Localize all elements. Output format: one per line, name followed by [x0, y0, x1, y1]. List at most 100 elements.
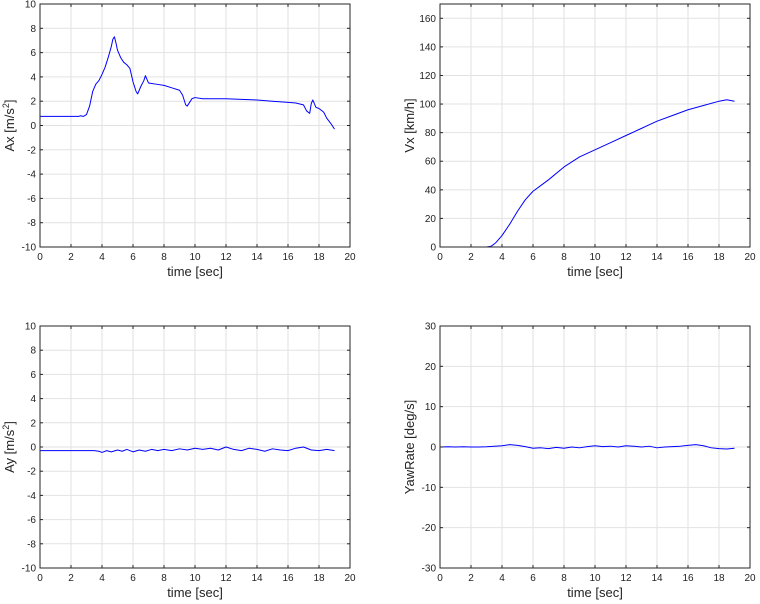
x-tick-label: 10	[589, 252, 601, 263]
y-tick-label: -2	[27, 145, 36, 156]
x-tick-label: 0	[37, 573, 43, 584]
x-tick-label: 10	[589, 573, 601, 584]
y-tick-label: -30	[422, 564, 437, 575]
y-tick-label: 0	[30, 443, 36, 454]
x-tick-label: 8	[161, 573, 167, 584]
x-tick-label: 4	[499, 573, 505, 584]
x-tick-label: 0	[37, 252, 43, 263]
x-tick-label: 6	[530, 573, 536, 584]
x-tick-label: 16	[282, 573, 294, 584]
chart-vx: 0 2 4 6 8 10 12 14 16 18 20 0 20 40 60 80 100 120 140 160 ti…	[402, 3, 756, 279]
x-tick-label: 10	[189, 252, 201, 263]
y-tick-label: 100	[419, 100, 436, 111]
x-tick-label: 10	[189, 573, 201, 584]
y-tick-label: 6	[30, 48, 36, 59]
x-tick-label: 16	[682, 252, 694, 263]
y-tick-label: 10	[425, 402, 437, 413]
y-tick-label: 4	[30, 72, 36, 83]
series-line-YawRate	[439, 444, 735, 450]
y-tick-label: 30	[425, 322, 437, 333]
y-axis-label-main: Vx [km/h]	[402, 98, 417, 152]
x-tick-label: 4	[99, 252, 105, 263]
y-tick-label: -6	[27, 194, 36, 205]
x-tick-label: 6	[130, 252, 136, 263]
x-tick-label: 2	[68, 252, 74, 263]
x-tick-label: 16	[282, 252, 294, 263]
y-tick-label: 20	[425, 214, 437, 225]
chart-ax: 0 2 4 6 8 10 12 14 16 18 20-10-8-6-4-20246810time …	[1, 0, 356, 279]
x-tick-label: 14	[251, 252, 263, 263]
y-tick-label: -20	[422, 523, 437, 534]
y-tick-label: 2	[30, 97, 36, 108]
y-tick-label: 8	[30, 24, 36, 35]
y-tick-label: 10	[25, 0, 37, 11]
x-tick-label: 6	[530, 252, 536, 263]
y-tick-label: -8	[27, 218, 36, 229]
x-tick-label: 2	[468, 252, 474, 263]
y-tick-label: -6	[27, 515, 36, 526]
x-tick-label: 12	[220, 573, 232, 584]
x-tick-label: 8	[561, 252, 567, 263]
y-tick-label: 80	[425, 128, 437, 139]
y-tick-label: 40	[425, 185, 437, 196]
x-tick-label: 6	[130, 573, 136, 584]
y-axis-label-end: ]	[2, 100, 17, 104]
x-axis-label: time [sec]	[567, 264, 623, 279]
x-axis-label: time [sec]	[167, 585, 223, 600]
y-tick-label: 2	[30, 418, 36, 429]
y-axis-label-superscript: 2	[1, 103, 11, 108]
y-tick-label: 0	[30, 121, 36, 132]
y-tick-label: 160	[419, 14, 436, 25]
y-tick-label: 120	[419, 71, 436, 82]
y-tick-label: 0	[430, 443, 436, 454]
x-tick-label: 18	[313, 573, 325, 584]
x-tick-label: 4	[99, 573, 105, 584]
x-tick-label: 18	[713, 573, 725, 584]
y-tick-label: 8	[30, 346, 36, 357]
x-tick-label: 14	[651, 573, 663, 584]
x-tick-label: 8	[161, 252, 167, 263]
y-tick-label: -2	[27, 467, 36, 478]
y-tick-label: 0	[430, 243, 436, 254]
x-tick-label: 20	[744, 252, 756, 263]
x-tick-label: 8	[561, 573, 567, 584]
y-axis-label-end: ]	[2, 421, 17, 425]
x-tick-label: 2	[468, 573, 474, 584]
x-tick-label: 20	[344, 573, 356, 584]
y-tick-label: -10	[422, 483, 437, 494]
x-axis-label: time [sec]	[567, 585, 623, 600]
series-line-Ay	[40, 446, 335, 453]
x-tick-label: 20	[744, 573, 756, 584]
x-tick-label: 18	[713, 252, 725, 263]
x-tick-label: 12	[620, 252, 632, 263]
y-tick-label: -4	[27, 170, 36, 181]
y-tick-label: 20	[425, 362, 437, 373]
x-tick-label: 2	[68, 573, 74, 584]
y-axis-label-superscript: 2	[1, 425, 11, 430]
y-axis-label: Ax [m/s2]	[1, 100, 17, 152]
series-line-Vx	[440, 99, 735, 248]
chart-ay: 0 2 4 6 8 10 12 14 16 18 20-10-8-6-4-20246810time …	[1, 322, 356, 601]
y-tick-label: 4	[30, 394, 36, 405]
y-axis-label-main: Ax [m/s	[2, 108, 17, 152]
y-tick-label: 6	[30, 370, 36, 381]
x-tick-label: 12	[220, 252, 232, 263]
x-tick-label: 4	[499, 252, 505, 263]
series-line-Ax	[40, 36, 335, 130]
y-axis-label: Ay [m/s2]	[1, 421, 17, 473]
x-tick-label: 0	[437, 252, 443, 263]
y-tick-label: -10	[22, 243, 37, 254]
x-axis-label: time [sec]	[167, 264, 223, 279]
y-axis-label-main: Ay [m/s	[2, 429, 17, 473]
y-tick-label: -10	[22, 564, 37, 575]
chart-yaw: 0 2 4 6 8 10 12 14 16 18 20 -30 -20 -10 0 10 20 30 time [s…	[402, 322, 756, 601]
y-tick-label: 10	[25, 322, 37, 333]
x-tick-label: 14	[251, 573, 263, 584]
y-tick-label: 60	[425, 157, 437, 168]
y-axis-label: YawRate [deg/s]	[402, 400, 417, 494]
y-axis-label: Vx [km/h]	[402, 98, 417, 152]
x-tick-label: 16	[682, 573, 694, 584]
y-tick-label: -8	[27, 539, 36, 550]
y-tick-label: 140	[419, 42, 436, 53]
